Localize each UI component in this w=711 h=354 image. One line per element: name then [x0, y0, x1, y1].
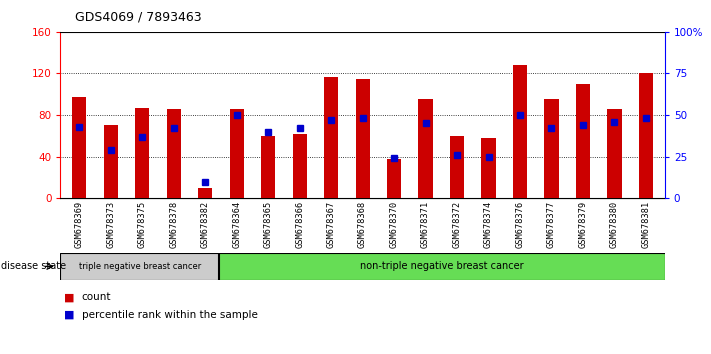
Text: GSM678368: GSM678368	[358, 201, 367, 248]
Bar	[576, 84, 590, 198]
Text: non-triple negative breast cancer: non-triple negative breast cancer	[360, 261, 524, 272]
Text: GSM678370: GSM678370	[390, 201, 399, 248]
Text: count: count	[82, 292, 111, 302]
Text: ■: ■	[64, 292, 75, 302]
Bar	[230, 109, 244, 198]
Bar	[135, 108, 149, 198]
Text: GSM678377: GSM678377	[547, 201, 556, 248]
Text: GSM678367: GSM678367	[326, 201, 336, 248]
Text: GSM678380: GSM678380	[610, 201, 619, 248]
Text: GSM678366: GSM678366	[295, 201, 304, 248]
Bar	[387, 159, 401, 198]
Text: GSM678376: GSM678376	[515, 201, 525, 248]
Bar	[356, 79, 370, 198]
Text: GSM678371: GSM678371	[421, 201, 430, 248]
Bar	[73, 97, 87, 198]
Text: GSM678369: GSM678369	[75, 201, 84, 248]
Text: triple negative breast cancer: triple negative breast cancer	[79, 262, 201, 271]
Bar	[198, 188, 213, 198]
Bar	[419, 99, 433, 198]
Text: disease state: disease state	[1, 261, 66, 272]
Text: ■: ■	[64, 310, 75, 320]
Bar	[292, 134, 306, 198]
Text: GSM678382: GSM678382	[201, 201, 210, 248]
Text: GDS4069 / 7893463: GDS4069 / 7893463	[75, 11, 201, 24]
Text: GSM678381: GSM678381	[641, 201, 651, 248]
Text: GSM678365: GSM678365	[264, 201, 273, 248]
Bar	[324, 76, 338, 198]
Bar	[638, 73, 653, 198]
Text: GSM678364: GSM678364	[232, 201, 241, 248]
Text: GSM678374: GSM678374	[484, 201, 493, 248]
Bar	[60, 253, 220, 280]
Text: GSM678373: GSM678373	[107, 201, 115, 248]
Bar	[104, 125, 118, 198]
Text: GSM678379: GSM678379	[579, 201, 587, 248]
Text: GSM678372: GSM678372	[452, 201, 461, 248]
Bar	[607, 109, 621, 198]
Bar	[220, 253, 665, 280]
Text: percentile rank within the sample: percentile rank within the sample	[82, 310, 257, 320]
Bar	[261, 136, 275, 198]
Text: GSM678378: GSM678378	[169, 201, 178, 248]
Bar	[513, 65, 527, 198]
Bar	[450, 136, 464, 198]
Text: GSM678375: GSM678375	[138, 201, 146, 248]
Bar	[166, 109, 181, 198]
Bar	[545, 99, 559, 198]
Bar	[481, 138, 496, 198]
